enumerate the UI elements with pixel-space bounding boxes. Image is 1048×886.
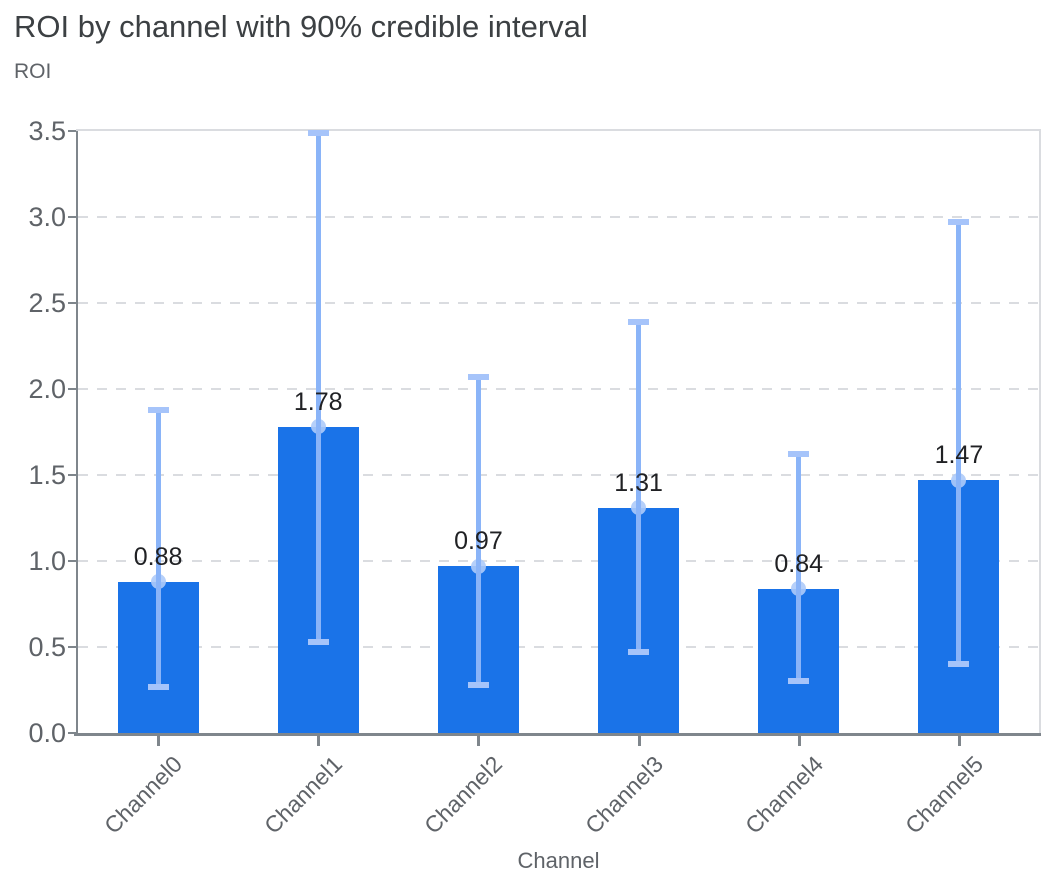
bar-value-label-channel4: 0.84 [774,549,824,578]
error-bar-cap-upper-channel3 [628,318,650,325]
error-bar-stem-channel4 [796,454,802,682]
y-tick-label-0.5: 0.5 [28,632,66,662]
error-bar-cap-upper-channel5 [948,219,970,226]
x-tick-channel0 [157,736,161,746]
chart-title: ROI by channel with 90% credible interva… [14,9,588,44]
y-tick-3.0 [68,216,76,218]
y-tick-label-3.5: 3.5 [28,116,66,146]
y-axis-title: ROI [14,60,52,83]
error-bar-stem-channel3 [636,321,642,653]
error-bar-stem-channel1 [315,132,321,642]
gridline-2.5 [78,302,1039,304]
bar-value-label-channel5: 1.47 [934,441,984,470]
x-tick-channel3 [637,736,641,746]
y-tick-0.0 [68,732,76,734]
x-tick-channel2 [477,736,481,746]
error-bar-cap-upper-channel4 [788,451,810,458]
bar-value-label-channel3: 1.31 [614,468,663,497]
x-axis-line [74,733,1041,736]
gridline-1.0 [78,560,1039,562]
y-tick-2.0 [68,388,76,390]
x-tick-channel5 [957,736,961,746]
y-tick-2.5 [68,302,76,304]
y-tick-1.5 [68,474,76,476]
bar-value-label-channel0: 0.88 [133,542,183,571]
error-bar-cap-lower-channel3 [628,649,650,656]
bar-value-label-channel1: 1.78 [293,387,343,416]
gridline-3.0 [78,216,1039,218]
y-tick-label-2.5: 2.5 [28,288,66,318]
gridline-2.0 [78,388,1039,390]
error-bar-cap-lower-channel0 [147,683,169,690]
error-bar-cap-lower-channel4 [788,678,810,685]
y-tick-label-0.0: 0.0 [28,718,66,748]
y-tick-label-1.5: 1.5 [28,460,66,490]
y-tick-label-3.0: 3.0 [28,202,66,232]
error-bar-cap-lower-channel5 [948,661,970,668]
y-tick-0.5 [68,646,76,648]
error-bar-stem-channel5 [956,222,962,665]
error-bar-cap-lower-channel2 [467,681,489,688]
y-tick-label-1.0: 1.0 [28,546,66,576]
error-bar-cap-upper-channel1 [307,129,329,136]
x-axis-title: Channel [517,848,600,873]
error-bar-cap-upper-channel0 [147,406,169,413]
error-bar-cap-upper-channel2 [467,373,489,380]
error-bar-stem-channel0 [155,409,161,687]
plot-border-right [1039,129,1041,733]
y-tick-3.5 [68,130,76,132]
y-axis-line [76,131,78,733]
error-bar-cap-lower-channel1 [307,638,329,645]
plot-border-top [76,129,1041,131]
x-tick-channel4 [797,736,801,746]
y-tick-label-2.0: 2.0 [28,374,66,404]
error-bar-stem-channel2 [475,376,481,685]
y-tick-1.0 [68,560,76,562]
gridline-1.5 [78,474,1039,476]
bar-value-label-channel2: 0.97 [454,527,503,556]
x-tick-channel1 [317,736,321,746]
gridline-0.5 [78,646,1039,648]
